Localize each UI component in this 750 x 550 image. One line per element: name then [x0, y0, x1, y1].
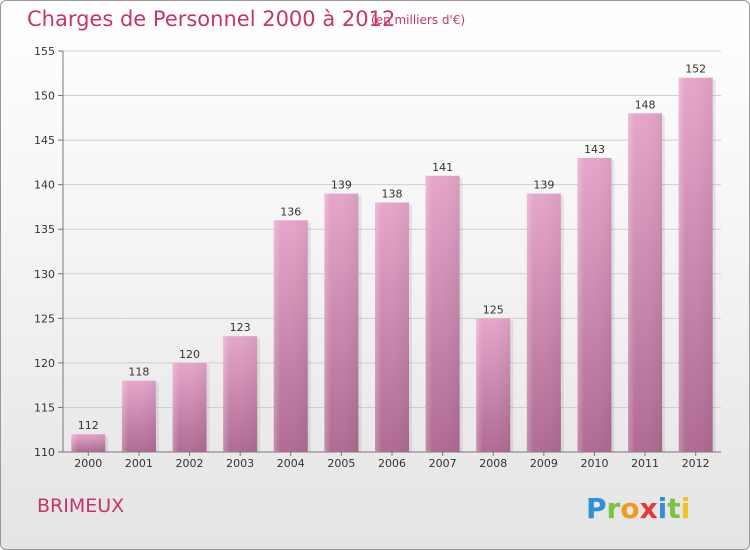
y-tick-label: 130	[34, 268, 55, 281]
bar-highlight	[324, 193, 359, 453]
y-tick-label: 155	[34, 45, 55, 58]
data-label: 123	[230, 321, 251, 334]
y-tick-label: 150	[34, 90, 55, 103]
x-tick-label: 2009	[530, 457, 558, 470]
chart-title: Charges de Personnel 2000 à 2012	[27, 7, 396, 31]
data-label: 139	[533, 179, 554, 192]
bar-highlight	[678, 77, 713, 452]
x-tick-label: 2010	[580, 457, 608, 470]
x-tick-label: 2002	[176, 457, 204, 470]
bar-highlight	[172, 362, 207, 452]
town-name: BRIMEUX	[37, 495, 125, 517]
bar-highlight	[425, 175, 460, 452]
bar-highlight	[577, 157, 612, 452]
data-label: 112	[78, 419, 99, 432]
chart-subtitle: (en milliers d'€)	[371, 13, 466, 27]
data-label: 139	[331, 179, 352, 192]
bar-highlight	[526, 193, 561, 453]
data-label: 120	[179, 348, 200, 361]
bar-highlight	[375, 202, 409, 452]
bar-highlight	[223, 336, 258, 452]
data-label: 148	[635, 98, 656, 111]
y-tick-label: 115	[34, 401, 55, 414]
x-tick-label: 2012	[682, 457, 710, 470]
bar-highlight	[273, 220, 308, 452]
x-tick-label: 2003	[226, 457, 254, 470]
x-tick-label: 2008	[479, 457, 507, 470]
bars	[71, 77, 716, 453]
bar-highlight	[121, 380, 156, 452]
tick-labels: 110 115 120 125 130 135 140 145 150 155 2000 2001 20…	[34, 45, 710, 470]
bar-highlight	[71, 434, 106, 452]
y-tick-label: 110	[34, 446, 55, 459]
data-label: 136	[280, 205, 301, 218]
svg-text:Proxiti: Proxiti	[586, 492, 690, 525]
y-tick-label: 125	[34, 312, 55, 325]
y-tick-label: 135	[34, 223, 55, 236]
proxiti-logo[interactable]: Proxiti	[584, 489, 694, 525]
y-tick-label: 120	[34, 357, 55, 370]
x-tick-label: 2011	[631, 457, 659, 470]
bar-highlight	[628, 113, 663, 452]
bar-highlight	[476, 318, 511, 452]
y-tick-label: 140	[34, 179, 55, 192]
x-tick-label: 2007	[429, 457, 457, 470]
x-tick-label: 2001	[125, 457, 153, 470]
x-tick-label: 2000	[74, 457, 102, 470]
data-label: 141	[432, 161, 453, 174]
x-tick-label: 2004	[277, 457, 305, 470]
data-label: 143	[584, 143, 605, 156]
y-tick-label: 145	[34, 134, 55, 147]
data-label: 118	[128, 366, 149, 379]
data-label: 152	[685, 63, 706, 76]
x-tick-label: 2006	[378, 457, 406, 470]
data-labels: 112 118 120 123 136 139 138 141 125 139 143 148 152	[78, 63, 706, 432]
data-label: 138	[382, 187, 403, 200]
data-label: 125	[483, 303, 504, 316]
x-tick-label: 2005	[327, 457, 355, 470]
